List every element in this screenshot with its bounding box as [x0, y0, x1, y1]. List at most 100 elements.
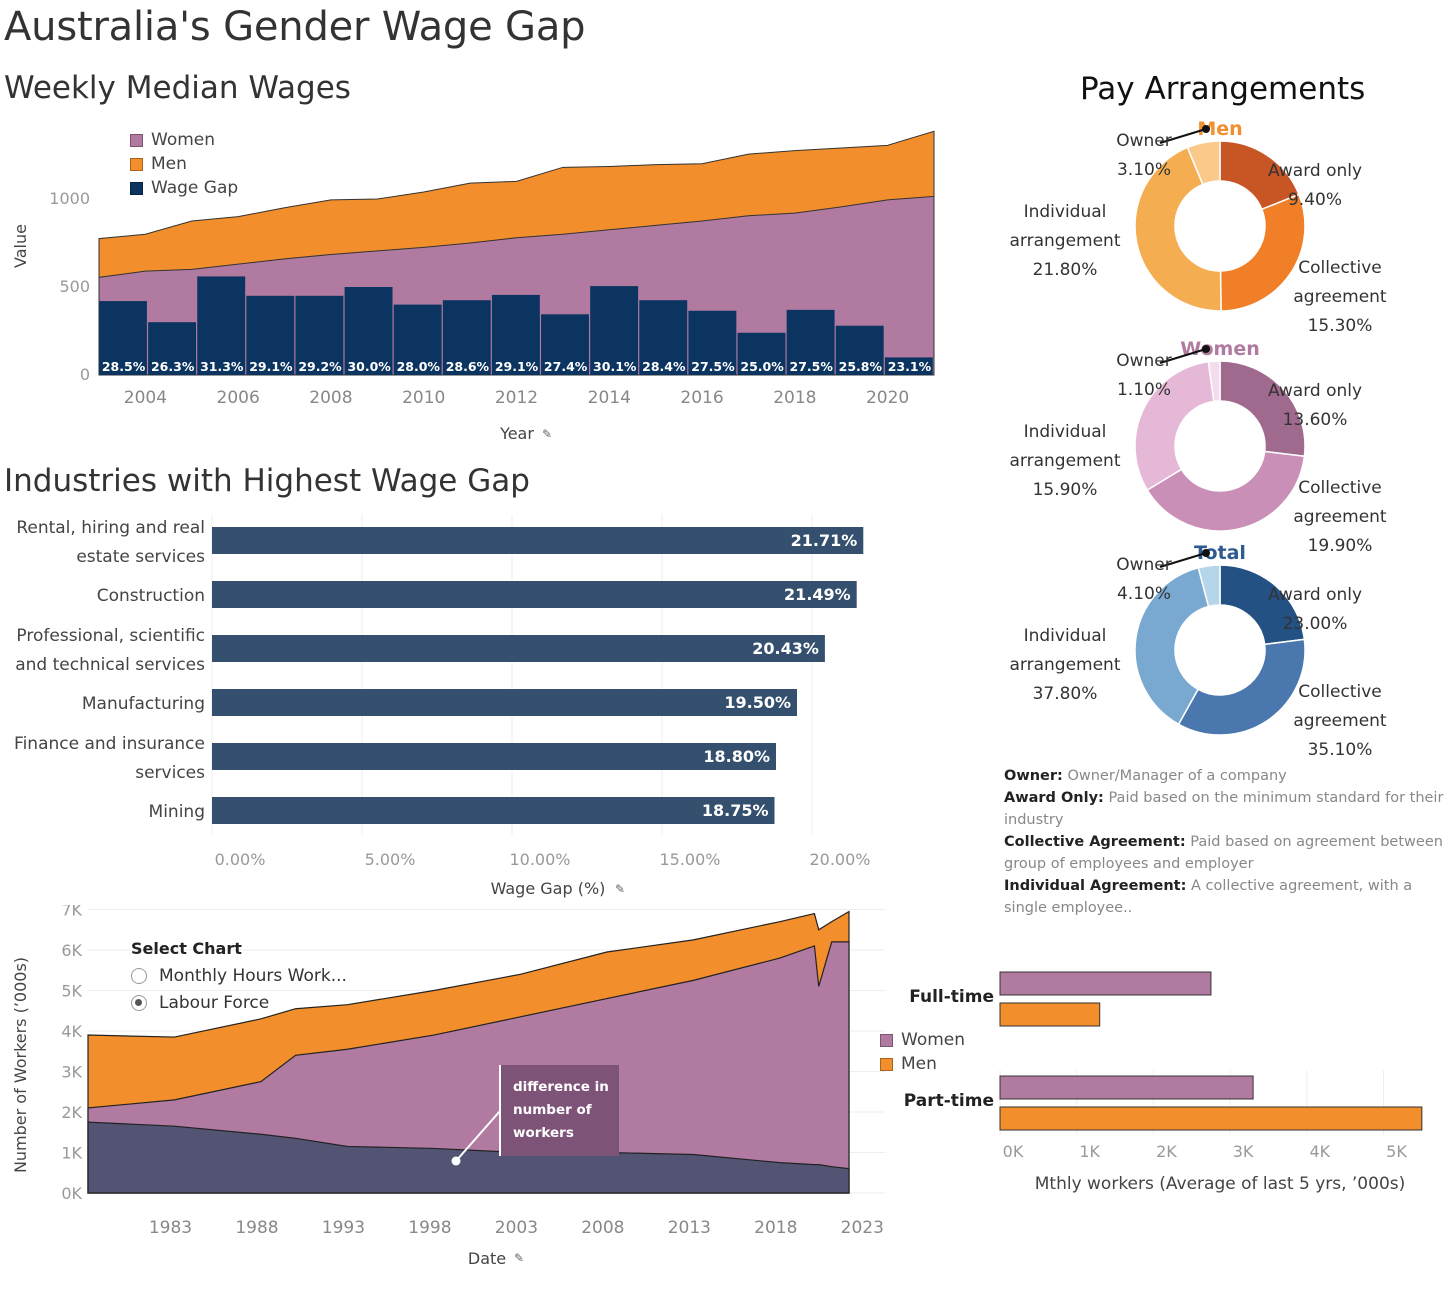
x-tick-label: 2010: [402, 388, 445, 408]
y-tick-label: 5K: [61, 982, 82, 1001]
industry-bar: [212, 797, 775, 824]
donut-slice-value: 15.30%: [1308, 316, 1373, 336]
industry-value-label: 21.49%: [784, 585, 851, 604]
x-tick-label: 5K: [1386, 1142, 1407, 1161]
y-tick-label: 3K: [61, 1063, 82, 1082]
callout-text: difference in: [513, 1079, 609, 1095]
industry-category-label: and technical services: [15, 655, 205, 675]
owner-leader-dot: [1202, 549, 1210, 557]
wage-gap-label: 30.0%: [347, 359, 391, 374]
donut-slice-value: 37.80%: [1033, 684, 1098, 704]
owner-leader-dot: [1202, 125, 1210, 133]
x-tick-label: 2K: [1156, 1142, 1177, 1161]
pin-icon: ✎: [542, 427, 552, 441]
donut-slice-label: arrangement: [1010, 451, 1121, 471]
radio-selected-icon[interactable]: [131, 995, 147, 1011]
wage-gap-label: 28.0%: [397, 359, 441, 374]
category-label: Full-time: [909, 987, 994, 1007]
donut-slice-label: Award only: [1268, 381, 1362, 401]
x-axis-title: Date: [468, 1249, 506, 1268]
donut-slice-label: Individual: [1024, 626, 1107, 646]
donut-slice-label: arrangement: [1010, 231, 1121, 251]
legend-gap: Wage Gap: [130, 176, 238, 200]
legend-gap-label: Wage Gap: [151, 178, 238, 198]
x-axis-title: Wage Gap (%): [491, 879, 606, 898]
wage-gap-label: 27.5%: [790, 359, 834, 374]
x-tick-label: 2006: [217, 388, 260, 408]
pay-arrangements-chart: MenAward only9.40%Collectiveagreement15.…: [990, 110, 1452, 760]
radio-monthly-hours-label: Monthly Hours Work...: [159, 966, 347, 986]
x-tick-label: 2008: [581, 1218, 624, 1238]
weekly-legend: Women Men Wage Gap: [130, 128, 238, 200]
y-tick-label: 0K: [61, 1184, 82, 1203]
donut-slice-label: Individual: [1024, 202, 1107, 222]
donut-slice-label: Award only: [1268, 585, 1362, 605]
y-tick-label: 2K: [61, 1103, 82, 1122]
chart-selector: Select Chart Monthly Hours Work... Labou…: [131, 939, 347, 1013]
monthly-legend-men-swatch: [880, 1058, 893, 1071]
industry-category-label: estate services: [76, 547, 205, 567]
industries-title: Industries with Highest Wage Gap: [4, 463, 530, 499]
callout-dot: [452, 1157, 461, 1166]
donut-title: Women: [1180, 338, 1260, 360]
x-axis-title: Year: [499, 424, 534, 443]
radio-monthly-hours[interactable]: Monthly Hours Work...: [131, 966, 347, 986]
donut-title: Total: [1194, 542, 1246, 564]
donut-men: Men Award only 9.40% Collective agreement 15.…: [1010, 118, 1387, 336]
donut-slice: [1220, 361, 1305, 456]
category-label: Part-time: [904, 1091, 994, 1111]
pin-icon: ✎: [514, 1251, 524, 1265]
women-bar: [1000, 972, 1211, 995]
x-tick-label: 1983: [149, 1218, 192, 1238]
x-tick-label: 1K: [1079, 1142, 1100, 1161]
donut-slice-label: Owner: [1116, 351, 1172, 371]
donut-total: TotalAward only23.00%Collectiveagreement…: [1010, 542, 1387, 760]
y-tick-label: 4K: [61, 1022, 82, 1041]
legend-women-label: Women: [151, 130, 215, 150]
industry-category-label: Finance and insurance: [14, 734, 205, 754]
industry-category-label: Professional, scientific: [16, 626, 205, 646]
pay-glossary: Owner: Owner/Manager of a company Award …: [1004, 765, 1444, 919]
owner-leader-dot: [1202, 345, 1210, 353]
donut-slice-label: agreement: [1293, 507, 1387, 527]
legend-men: Men: [130, 152, 238, 176]
donut-slice-value: 13.60%: [1283, 410, 1348, 430]
industry-value-label: 18.75%: [702, 801, 769, 820]
wage-gap-label: 25.0%: [740, 359, 784, 374]
radio-labour-force[interactable]: Labour Force: [131, 993, 347, 1013]
y-axis-title: Value: [11, 224, 30, 268]
industry-category-label: Rental, hiring and real: [16, 518, 205, 538]
y-tick-label: 6K: [61, 941, 82, 960]
weekly-wages-title: Weekly Median Wages: [4, 70, 351, 106]
donut-slice-value: 15.90%: [1033, 480, 1098, 500]
glossary-term: Individual Agreement:: [1004, 878, 1186, 894]
y-axis-title: Number of Workers (’000s): [11, 957, 30, 1173]
industry-category-label: Manufacturing: [82, 694, 205, 714]
y-tick-label: 7K: [61, 905, 82, 920]
x-tick-label: 4K: [1309, 1142, 1330, 1161]
glossary-def: Owner/Manager of a company: [1067, 768, 1286, 784]
industry-category-label: Mining: [149, 802, 205, 822]
glossary-collective: Collective Agreement: Paid based on agre…: [1004, 831, 1444, 875]
wage-gap-label: 28.4%: [642, 359, 686, 374]
monthly-workers-chart: 0K 1K 2K 3K 4K 5K Mthly workers (Average of la…: [870, 960, 1452, 1200]
x-axis-title: Mthly workers (Average of last 5 yrs, ’0…: [1035, 1174, 1406, 1194]
x-tick-label: 3K: [1233, 1142, 1254, 1161]
x-tick-label: 20.00%: [809, 850, 870, 869]
donut-slice-label: Award only: [1268, 161, 1362, 181]
x-tick-label: 0.00%: [215, 850, 266, 869]
select-chart-title: Select Chart: [131, 939, 347, 958]
callout-text: workers: [513, 1125, 574, 1141]
donut-slice-label: Owner: [1116, 555, 1172, 575]
glossary-term: Award Only:: [1004, 790, 1104, 806]
x-tick-label: 2013: [668, 1218, 711, 1238]
radio-unselected-icon[interactable]: [131, 968, 147, 984]
industry-category-label: services: [135, 763, 205, 783]
donut-slice-value: 4.10%: [1117, 584, 1171, 604]
monthly-legend: Women Men: [880, 1028, 965, 1076]
men-bar: [1000, 1107, 1422, 1130]
donut-slice-value: 3.10%: [1117, 160, 1171, 180]
wage-gap-label: 28.5%: [102, 359, 146, 374]
donut-slice-value: 21.80%: [1033, 260, 1098, 280]
donut-slice-value: 35.10%: [1308, 740, 1373, 760]
